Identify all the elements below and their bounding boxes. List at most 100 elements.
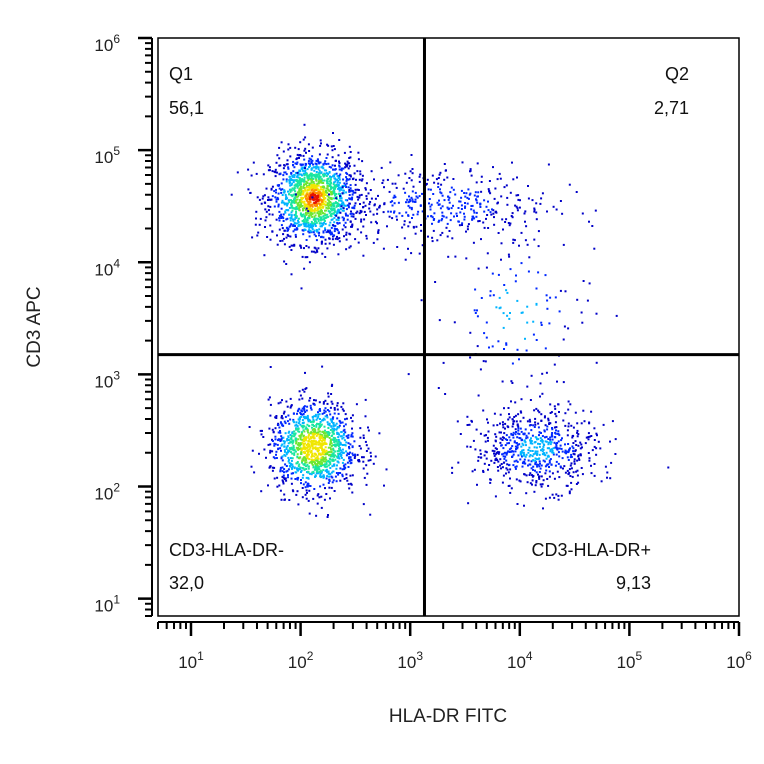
- event-dot: [577, 444, 580, 447]
- event-dot: [349, 187, 352, 190]
- event-dot: [351, 432, 354, 435]
- event-dot: [295, 201, 298, 204]
- event-dot: [281, 443, 284, 446]
- event-dot: [295, 198, 298, 201]
- event-dot: [288, 450, 290, 453]
- event-dot: [323, 434, 326, 437]
- event-dot: [291, 463, 294, 466]
- event-dot: [311, 463, 314, 466]
- event-dot: [285, 470, 288, 473]
- event-dot: [463, 218, 466, 221]
- event-dot: [551, 451, 554, 454]
- event-dot: [301, 397, 304, 400]
- event-dot: [320, 472, 323, 475]
- event-dot: [322, 431, 325, 434]
- event-dot: [360, 231, 363, 234]
- event-dot: [317, 466, 319, 469]
- event-dot: [287, 476, 289, 479]
- event-dot: [301, 220, 304, 222]
- event-dot: [359, 170, 362, 173]
- event-dot: [595, 432, 598, 435]
- event-dot: [330, 419, 333, 422]
- event-dot: [279, 215, 282, 217]
- event-dot: [330, 486, 333, 489]
- event-dot: [459, 433, 462, 435]
- y-tick-label: 105: [94, 144, 120, 167]
- event-dot: [552, 453, 555, 456]
- event-dot: [295, 421, 298, 424]
- event-dot: [316, 433, 319, 436]
- event-dot: [469, 356, 472, 359]
- event-dot: [335, 422, 338, 425]
- event-dot: [591, 225, 594, 227]
- event-dot: [564, 471, 567, 474]
- event-dot: [296, 186, 299, 189]
- event-dot: [349, 212, 352, 215]
- event-dot: [510, 433, 513, 436]
- event-dot: [514, 445, 517, 448]
- event-dot: [320, 216, 323, 219]
- event-dot: [284, 450, 286, 453]
- event-dot: [317, 452, 320, 455]
- event-dot: [393, 194, 396, 197]
- event-dot: [275, 450, 278, 453]
- event-dot: [329, 186, 332, 189]
- event-dot: [402, 187, 405, 190]
- event-dot: [335, 172, 338, 175]
- event-dot: [309, 223, 312, 226]
- event-dot: [302, 213, 305, 216]
- event-dot: [502, 228, 504, 231]
- event-dot: [340, 435, 343, 438]
- event-dot: [300, 482, 302, 485]
- event-dot: [336, 404, 339, 407]
- event-dot: [283, 449, 286, 452]
- event-dot: [310, 473, 313, 476]
- event-dot: [314, 235, 317, 238]
- event-dot: [312, 218, 315, 221]
- event-dot: [611, 420, 614, 423]
- event-dot: [341, 473, 344, 476]
- quadrant-gates[interactable]: [158, 38, 739, 616]
- event-dot: [537, 245, 540, 248]
- event-dot: [308, 438, 311, 441]
- event-dot: [512, 453, 515, 456]
- event-dot: [547, 417, 550, 420]
- y-tick-label: 104: [94, 256, 120, 279]
- event-dot: [564, 443, 566, 446]
- event-dot: [360, 193, 363, 196]
- event-dot: [332, 205, 335, 208]
- event-dot: [318, 496, 321, 499]
- event-dot: [314, 225, 317, 227]
- event-dot: [319, 473, 322, 476]
- event-dot: [301, 476, 304, 479]
- event-dot: [302, 412, 305, 415]
- event-dot: [282, 233, 285, 236]
- event-dot: [302, 406, 305, 409]
- event-dot: [313, 403, 316, 406]
- event-dot: [538, 431, 541, 434]
- event-dot: [310, 189, 313, 192]
- event-dot: [340, 405, 343, 408]
- event-dot: [322, 203, 325, 206]
- event-dot: [506, 442, 509, 445]
- event-dot: [290, 434, 293, 437]
- event-dot: [534, 469, 536, 472]
- event-dot: [369, 210, 372, 213]
- event-dot: [278, 187, 281, 190]
- event-dot: [354, 191, 357, 194]
- event-dot: [323, 463, 326, 466]
- event-dot: [325, 477, 328, 480]
- event-dot: [312, 420, 315, 423]
- event-dot: [303, 200, 306, 203]
- event-dot: [300, 471, 302, 473]
- event-dot: [299, 212, 302, 215]
- event-dot: [339, 211, 342, 214]
- event-dot: [312, 194, 315, 197]
- event-dot: [327, 446, 330, 449]
- event-dot: [317, 441, 320, 444]
- event-dot: [329, 188, 332, 191]
- event-dot: [549, 412, 552, 414]
- event-dot: [345, 417, 348, 420]
- event-dot: [285, 180, 288, 183]
- event-dot: [352, 177, 355, 180]
